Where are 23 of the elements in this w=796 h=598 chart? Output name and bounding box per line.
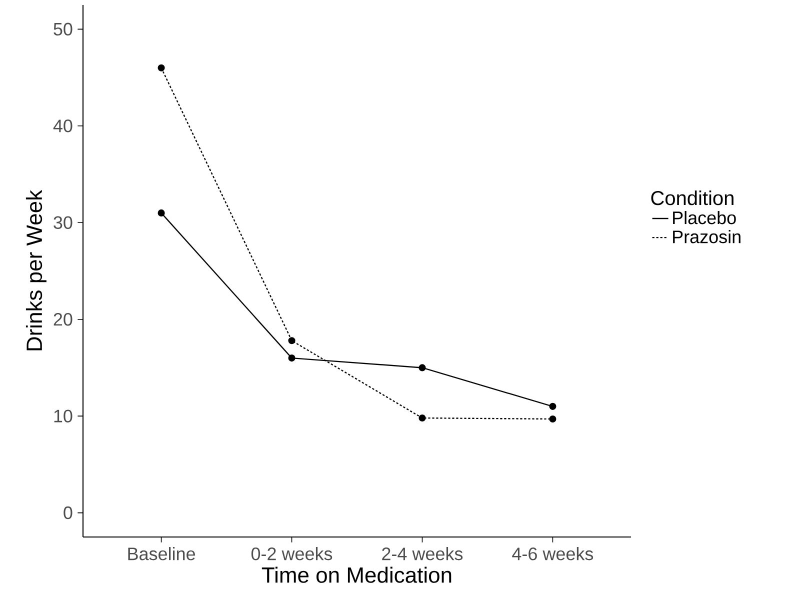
x-tick-label: 4-6 weeks [512,547,594,560]
y-tick-label: 30 [54,216,72,229]
x-axis-title: Time on Medication [262,566,452,583]
legend-title: Condition [651,190,734,206]
point [549,415,556,423]
point [288,337,296,344]
x-tick-label: 0-2 weeks [251,547,332,560]
legend-label: Placebo [673,210,736,224]
point [418,414,426,422]
y-axis-title: Drinks per Week [26,190,46,350]
point [158,64,165,72]
point [158,209,165,216]
y-tick-label: 20 [54,312,72,326]
y-tick-label: 50 [54,22,72,36]
y-tick-label: 10 [54,410,72,422]
x-tick-label: 2-4 weeks [382,547,463,560]
y-tick-label: 40 [53,120,72,132]
y-tick-label: 0 [64,506,72,520]
point [418,364,426,372]
point [288,354,296,362]
legend-label: Prazosin [673,230,740,244]
x-tick-label: Baseline [128,547,196,560]
point [549,402,556,410]
